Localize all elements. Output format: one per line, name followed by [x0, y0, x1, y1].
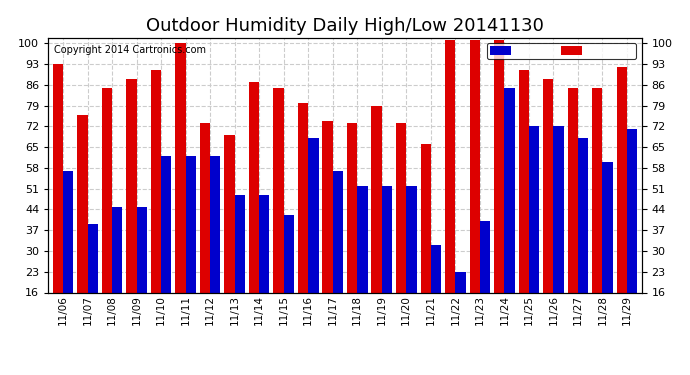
Bar — [494, 40, 504, 340]
Bar — [273, 88, 284, 340]
Bar — [406, 186, 417, 340]
Bar — [627, 129, 638, 340]
Bar — [52, 64, 63, 340]
Bar — [455, 272, 466, 340]
Bar — [553, 126, 564, 340]
Bar — [529, 126, 539, 340]
Bar — [259, 195, 270, 340]
Bar — [470, 40, 480, 340]
Bar — [161, 156, 171, 340]
Text: Copyright 2014 Cartronics.com: Copyright 2014 Cartronics.com — [55, 45, 206, 55]
Bar — [249, 82, 259, 340]
Bar — [333, 171, 343, 340]
Bar — [224, 135, 235, 340]
Bar — [617, 67, 627, 340]
Bar — [322, 120, 333, 340]
Bar — [175, 44, 186, 340]
Title: Outdoor Humidity Daily High/Low 20141130: Outdoor Humidity Daily High/Low 20141130 — [146, 16, 544, 34]
Bar — [112, 207, 122, 340]
Bar — [186, 156, 196, 340]
Bar — [210, 156, 220, 340]
Bar — [480, 221, 490, 340]
Bar — [101, 88, 112, 340]
Bar — [578, 138, 589, 340]
Bar — [504, 88, 515, 340]
Bar — [347, 123, 357, 340]
Bar — [298, 103, 308, 340]
Bar — [396, 123, 406, 340]
Bar — [151, 70, 161, 340]
Bar — [592, 88, 602, 340]
Bar — [357, 186, 368, 340]
Legend: Low  (%), High  (%): Low (%), High (%) — [487, 43, 636, 59]
Bar — [445, 40, 455, 340]
Bar — [371, 106, 382, 340]
Bar — [77, 115, 88, 340]
Bar — [602, 162, 613, 340]
Bar — [431, 245, 441, 340]
Bar — [308, 138, 319, 340]
Bar — [420, 144, 431, 340]
Bar — [382, 186, 392, 340]
Bar — [568, 88, 578, 340]
Bar — [543, 79, 553, 340]
Bar — [88, 224, 98, 340]
Bar — [519, 70, 529, 340]
Bar — [235, 195, 245, 340]
Bar — [284, 215, 294, 340]
Bar — [63, 171, 73, 340]
Bar — [200, 123, 210, 340]
Bar — [126, 79, 137, 340]
Bar — [137, 207, 147, 340]
